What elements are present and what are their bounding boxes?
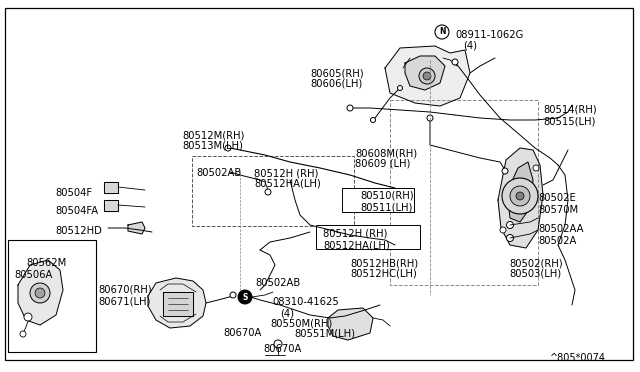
Circle shape [427, 115, 433, 121]
Polygon shape [104, 182, 118, 193]
Bar [342, 188, 414, 212]
Text: 80512HC(LH): 80512HC(LH) [350, 269, 417, 279]
Text: 80671(LH): 80671(LH) [98, 296, 150, 306]
Polygon shape [385, 46, 470, 106]
Text: 08310-41625: 08310-41625 [272, 297, 339, 307]
Circle shape [510, 186, 530, 206]
Circle shape [274, 340, 282, 348]
Text: 80502(RH): 80502(RH) [509, 258, 563, 268]
Circle shape [397, 86, 403, 90]
Text: 80570M: 80570M [538, 205, 578, 215]
Text: 80503(LH): 80503(LH) [509, 269, 561, 279]
Circle shape [238, 290, 252, 304]
Text: 80502AA: 80502AA [538, 224, 584, 234]
Circle shape [502, 178, 538, 214]
Bar [8, 240, 96, 352]
Circle shape [452, 59, 458, 65]
Circle shape [506, 221, 513, 228]
Bar [316, 225, 420, 249]
Circle shape [423, 72, 431, 80]
Text: 80511(LH): 80511(LH) [360, 202, 412, 212]
Text: 80504FA: 80504FA [55, 206, 98, 216]
Text: (4): (4) [463, 41, 477, 51]
Text: S: S [243, 292, 248, 301]
Polygon shape [405, 56, 445, 90]
Polygon shape [508, 162, 533, 222]
Polygon shape [148, 278, 206, 328]
Circle shape [24, 313, 32, 321]
Text: ^805*0074: ^805*0074 [550, 353, 606, 363]
Text: 80670A: 80670A [263, 344, 301, 354]
Text: 80514(RH): 80514(RH) [543, 105, 596, 115]
Text: 80502AB: 80502AB [196, 168, 241, 178]
Circle shape [35, 288, 45, 298]
Text: 80609 (LH): 80609 (LH) [355, 159, 410, 169]
Circle shape [347, 105, 353, 111]
Polygon shape [328, 308, 373, 340]
Text: 80512HA(LH): 80512HA(LH) [254, 179, 321, 189]
Text: 80512M(RH): 80512M(RH) [182, 130, 244, 140]
Circle shape [435, 25, 449, 39]
Text: 80608M(RH): 80608M(RH) [355, 148, 417, 158]
Text: 80512H (RH): 80512H (RH) [254, 168, 318, 178]
Text: 80670(RH): 80670(RH) [98, 285, 152, 295]
Circle shape [225, 145, 231, 151]
Circle shape [419, 68, 435, 84]
Text: 80551M(LH): 80551M(LH) [294, 328, 355, 338]
Text: 80550M(RH): 80550M(RH) [270, 318, 332, 328]
Text: 80504F: 80504F [55, 188, 92, 198]
Circle shape [500, 227, 506, 233]
Circle shape [516, 192, 524, 200]
Circle shape [20, 331, 26, 337]
Polygon shape [18, 260, 63, 325]
Polygon shape [128, 222, 145, 234]
Text: 80513M(LH): 80513M(LH) [182, 141, 243, 151]
Text: 80512HB(RH): 80512HB(RH) [350, 258, 418, 268]
Text: 80562M: 80562M [26, 258, 67, 268]
Text: 80512HA(LH): 80512HA(LH) [323, 240, 390, 250]
Text: 80506A: 80506A [14, 270, 52, 280]
Text: 80606(LH): 80606(LH) [310, 79, 362, 89]
Circle shape [371, 118, 376, 122]
Polygon shape [163, 292, 193, 316]
Circle shape [502, 168, 508, 174]
Bar [390, 100, 538, 285]
Text: 80502AB: 80502AB [255, 278, 300, 288]
Circle shape [30, 283, 50, 303]
Polygon shape [104, 200, 118, 211]
Text: 80605(RH): 80605(RH) [310, 68, 364, 78]
Text: N: N [439, 28, 445, 36]
Text: 80510(RH): 80510(RH) [360, 191, 413, 201]
Circle shape [265, 189, 271, 195]
Text: 08911-1062G: 08911-1062G [455, 30, 524, 40]
Text: 80512H (RH): 80512H (RH) [323, 229, 387, 239]
Text: (4): (4) [280, 308, 294, 318]
Circle shape [533, 165, 539, 171]
Bar [192, 156, 354, 226]
Circle shape [506, 234, 513, 241]
Text: 80502E: 80502E [538, 193, 576, 203]
Polygon shape [498, 148, 543, 248]
Text: 80502A: 80502A [538, 236, 577, 246]
Text: 80515(LH): 80515(LH) [543, 116, 595, 126]
Text: 80670A: 80670A [223, 328, 261, 338]
Circle shape [230, 292, 236, 298]
Text: 80512HD: 80512HD [55, 226, 102, 236]
